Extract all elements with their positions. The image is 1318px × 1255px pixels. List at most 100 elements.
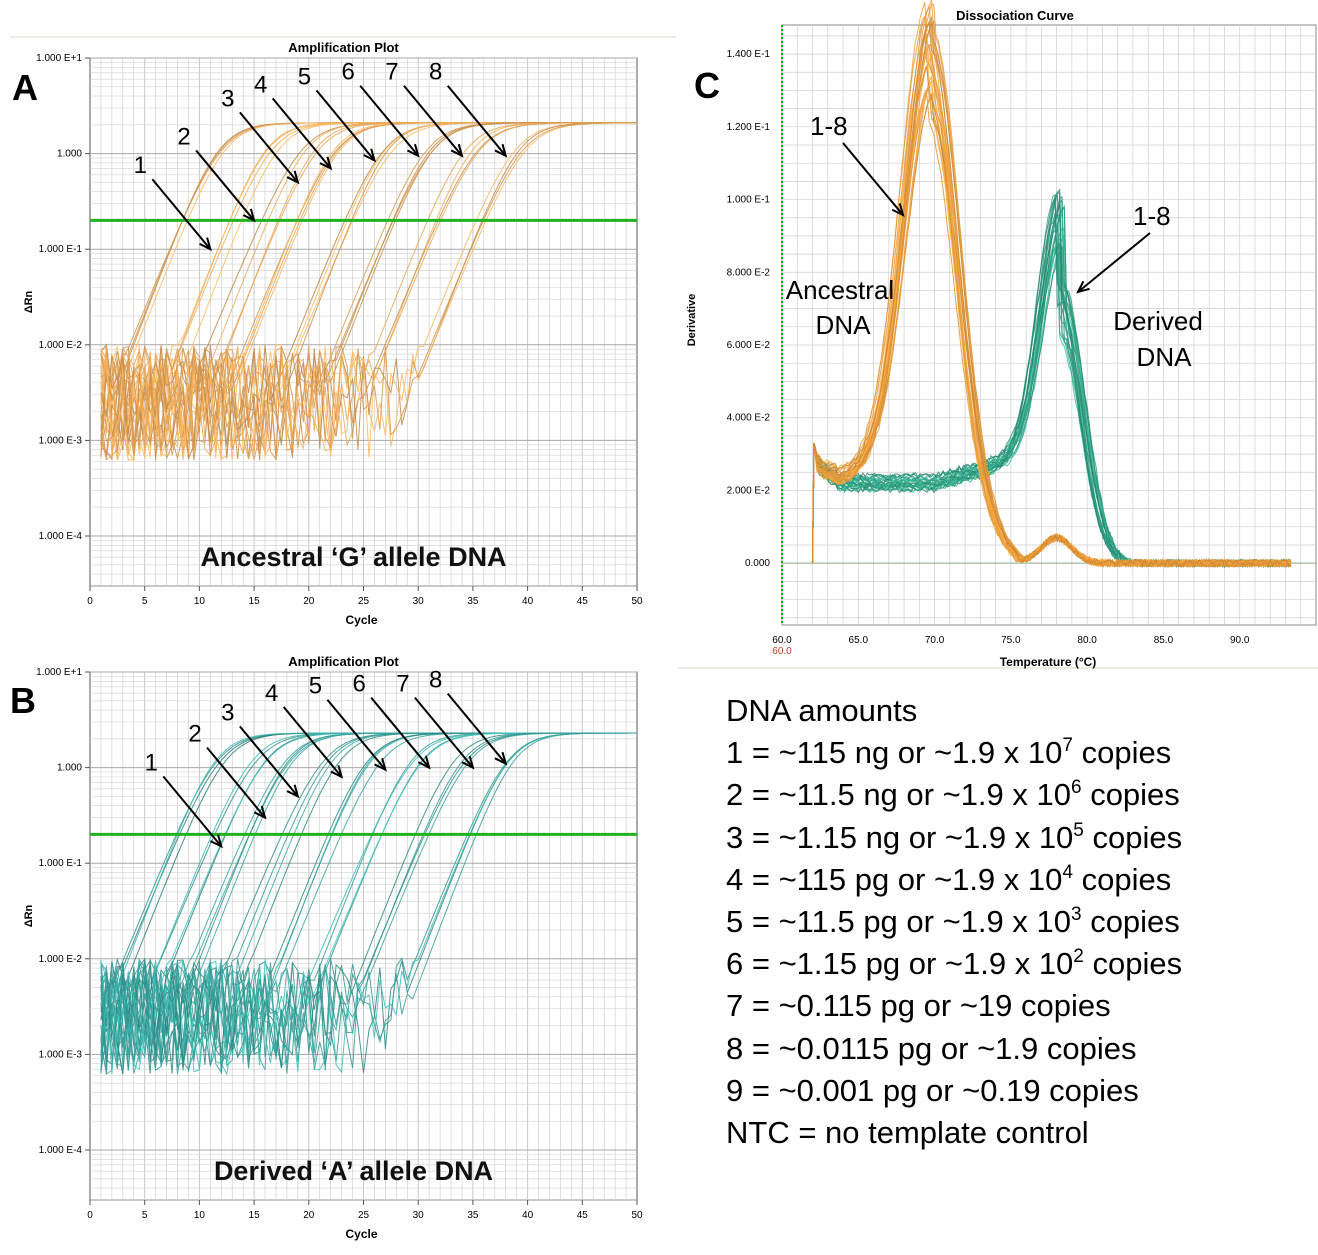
legend-row-exponent: 6	[1071, 777, 1082, 799]
legend-row-text: 3 = ~1.15 ng or ~1.9 x 10	[726, 819, 1074, 855]
x-tick-label: 15	[249, 1210, 261, 1221]
callout-arrow-3	[239, 111, 299, 184]
legend-title: DNA amounts	[726, 693, 918, 728]
x-tick-label: 15	[249, 596, 261, 607]
callout-arrow-2-head	[253, 805, 267, 820]
x-tick-label: 35	[467, 1210, 479, 1221]
callout-arrow-4-head	[330, 765, 344, 779]
callout-label-7: 7	[396, 671, 409, 698]
callout-label-5: 5	[298, 63, 311, 90]
amplification-plot-b: 0 5 10 15 20 25 30 35 40 45 501.000 E+11.0001.000 …	[10, 654, 643, 1241]
ancestral-melt-curve	[811, 20, 1292, 568]
callout-arrow-7	[414, 696, 474, 769]
x-start-label: 60.0	[772, 646, 792, 657]
y-tick-label: 1.400 E-1	[727, 49, 771, 60]
amplification-plot-a: 0 5 10 15 20 25 30 35 40 45 501.000 E+11.0001.000 …	[12, 40, 643, 627]
amplification-curves	[100, 122, 638, 462]
x-tick-label: 30	[413, 596, 425, 607]
y-tick-label: 2.000 E-2	[727, 485, 771, 496]
callout-arrow-4	[271, 97, 332, 170]
x-tick-label: 70.0	[925, 635, 945, 646]
y-tick-label: 1.000 E-3	[39, 1049, 83, 1060]
legend-row: 7 = ~0.115 pg or ~19 copies	[726, 985, 1306, 1027]
callout-arrow-3	[239, 725, 299, 798]
legend-row: NTC = no template control	[726, 1112, 1306, 1154]
y-tick-label: 1.000 E+1	[36, 667, 82, 678]
legend-row-suffix: copies	[1081, 904, 1180, 940]
callout-arrow-3-head	[286, 170, 300, 185]
plot-title: Amplification Plot	[288, 654, 399, 669]
x-tick-label: 40	[522, 596, 534, 607]
x-tick-label: 0	[87, 1210, 93, 1221]
x-tick-label: 35	[467, 596, 479, 607]
panel-letter: C	[694, 65, 720, 106]
legend-row-text: NTC = no template control	[726, 1115, 1089, 1151]
callout-arrow-8-head	[494, 143, 508, 158]
amplification-curve	[100, 732, 637, 1075]
y-axis-label: ΔRn	[23, 904, 35, 927]
x-tick-label: 75.0	[1001, 635, 1021, 646]
callout-arrow-7	[403, 85, 463, 157]
callout-arrow-1	[162, 775, 223, 848]
legend-row: 2 = ~11.5 ng or ~1.9 x 106 copies	[726, 774, 1306, 816]
ancestral-curves	[811, 0, 1292, 569]
x-tick-label: 50	[631, 596, 643, 607]
legend-row-suffix: copies	[1083, 819, 1183, 855]
callout-arrow-6-head	[417, 755, 431, 770]
x-tick-label: 50	[631, 1210, 643, 1221]
callout-arrow-5-head	[374, 757, 387, 772]
legend-row: 3 = ~1.15 ng or ~1.9 x 105 copies	[726, 817, 1306, 859]
legend-row: 6 = ~1.15 pg or ~1.9 x 102 copies	[726, 943, 1306, 985]
y-tick-label: 1.000 E-2	[39, 954, 83, 965]
plot-title: Dissociation Curve	[956, 8, 1074, 23]
amplification-curve	[100, 732, 637, 1075]
annotation-text: Derived ‘A’ allele DNA	[214, 1156, 493, 1186]
y-tick-label: 4.000 E-2	[727, 413, 771, 424]
plot-title: Amplification Plot	[288, 40, 399, 55]
legend-row-suffix: copies	[1081, 777, 1180, 813]
callout-label-8: 8	[429, 59, 442, 86]
x-tick-label: 25	[358, 596, 370, 607]
annotation-text: Ancestral ‘G’ allele DNA	[200, 542, 506, 572]
legend-row-text: 5 = ~11.5 pg or ~1.9 x 10	[726, 904, 1071, 940]
callout-arrow-6	[370, 696, 430, 769]
y-tick-label: 1.000 E-3	[39, 435, 83, 446]
callout-label-4: 4	[265, 680, 278, 707]
y-tick-label: 6.000 E-2	[727, 340, 771, 351]
callout-arrow-5-head	[363, 148, 377, 163]
callout-arrow-1	[151, 178, 212, 250]
x-tick-label: 90.0	[1230, 635, 1250, 646]
x-tick-label: 5	[142, 596, 148, 607]
y-tick-label: 1.000 E-1	[39, 244, 83, 255]
y-tick-label: 8.000 E-2	[727, 267, 771, 278]
callout-arrow-4-head	[319, 156, 333, 171]
x-tick-label: 85.0	[1154, 635, 1174, 646]
legend-row-text: 1 = ~115 ng or ~1.9 x 10	[726, 735, 1063, 771]
callout-arrow-7-head	[461, 755, 475, 770]
dna-amounts-legend: DNA amounts 1 = ~115 ng or ~1.9 x 107 co…	[726, 690, 1306, 1154]
y-tick-label: 0.000	[745, 558, 770, 569]
callout-arrow-1-head	[210, 834, 223, 849]
legend-row-text: 4 = ~115 pg or ~1.9 x 10	[726, 861, 1063, 897]
legend-row-text: 8 = ~0.0115 pg or ~1.9 copies	[726, 1030, 1137, 1066]
callout-arrow-2-head	[242, 208, 256, 223]
callout-arrow-5	[326, 699, 387, 771]
x-tick-label: 10	[194, 596, 206, 607]
y-tick-label: 1.000	[57, 149, 82, 160]
callout-arrow-3-head	[286, 784, 300, 799]
callout-arrow-8-head	[494, 751, 508, 766]
arrow-ancestral-head	[891, 203, 905, 217]
x-tick-label: 10	[194, 1210, 206, 1221]
x-tick-label: 80.0	[1077, 635, 1097, 646]
callout-label-4: 4	[254, 71, 267, 98]
y-tick-label: 1.000 E+1	[36, 53, 82, 64]
x-tick-label: 45	[577, 1210, 589, 1221]
x-axis-label: Cycle	[345, 1227, 377, 1241]
x-tick-label: 40	[522, 1210, 534, 1221]
y-tick-label: 1.000 E-4	[39, 531, 83, 542]
ancestral-melt-curve	[811, 32, 1292, 568]
y-tick-label: 1.200 E-1	[727, 122, 771, 133]
legend-row-suffix: copies	[1083, 946, 1183, 982]
amplification-curve	[100, 122, 637, 461]
